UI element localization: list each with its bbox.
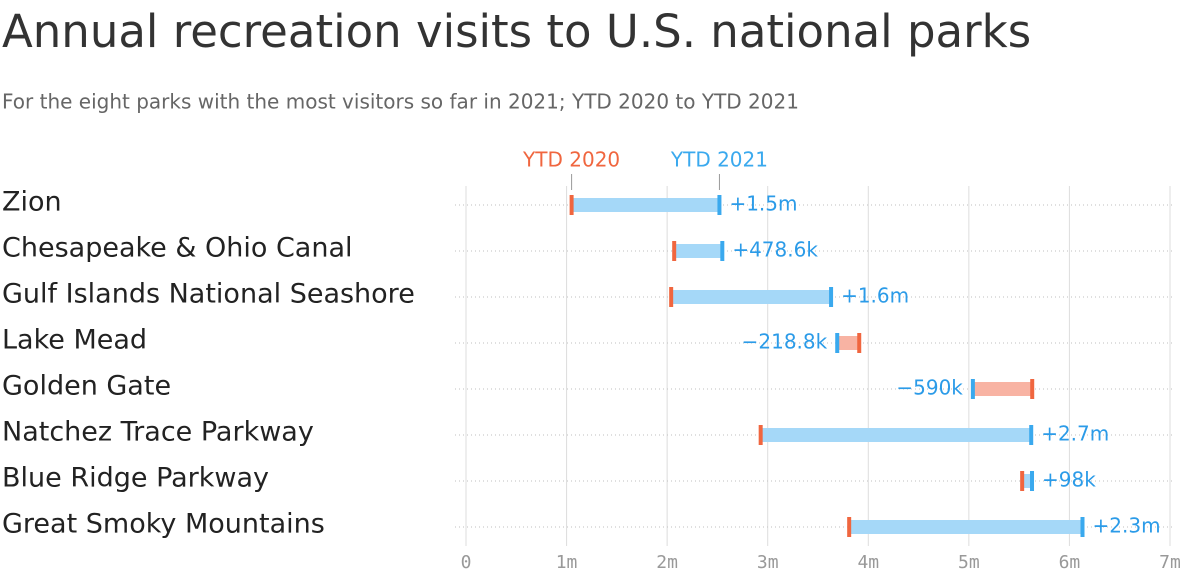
legend-label: YTD 2021 xyxy=(670,148,768,172)
category-label: Golden Gate xyxy=(2,371,171,402)
ytd-2021-marker xyxy=(829,287,834,307)
range-bar xyxy=(671,290,832,304)
ytd-2021-marker xyxy=(717,195,722,215)
ytd-2020-marker xyxy=(569,195,574,215)
ytd-2020-marker xyxy=(672,241,677,261)
x-tick-label: 0 xyxy=(461,552,472,573)
category-label: Chesapeake & Ohio Canal xyxy=(2,233,353,264)
range-bar xyxy=(849,520,1083,534)
ytd-2021-marker xyxy=(1029,425,1034,445)
x-tick-label: 1m xyxy=(556,552,578,573)
chart-title: Annual recreation visits to U.S. nationa… xyxy=(2,5,1031,58)
x-tick-label: 7m xyxy=(1159,552,1181,573)
range-bar xyxy=(972,382,1033,396)
category-label: Gulf Islands National Seashore xyxy=(2,279,415,310)
x-tick-label: 2m xyxy=(656,552,678,573)
change-label: +98k xyxy=(1042,468,1096,492)
ytd-2020-marker xyxy=(1030,379,1035,399)
change-label: −590k xyxy=(896,376,963,400)
x-tick-label: 6m xyxy=(1059,552,1081,573)
legend-label: YTD 2020 xyxy=(522,148,620,172)
range-bar xyxy=(837,336,860,350)
range-bar xyxy=(674,244,723,258)
ytd-2020-marker xyxy=(669,287,674,307)
ytd-2020-marker xyxy=(758,425,763,445)
change-label: +2.7m xyxy=(1041,422,1109,446)
x-tick-label: 3m xyxy=(757,552,779,573)
category-label: Lake Mead xyxy=(2,325,147,356)
x-tick-label: 4m xyxy=(857,552,879,573)
ytd-2020-marker xyxy=(857,333,862,353)
ytd-2020-marker xyxy=(847,517,852,537)
ytd-2021-marker xyxy=(720,241,725,261)
ytd-2021-marker xyxy=(1030,471,1035,491)
x-tick-label: 5m xyxy=(958,552,980,573)
ytd-2021-marker xyxy=(1080,517,1085,537)
change-label: +1.5m xyxy=(729,192,797,216)
range-bar xyxy=(760,428,1032,442)
ytd-2021-marker xyxy=(835,333,840,353)
category-label: Great Smoky Mountains xyxy=(2,509,325,540)
ytd-2020-marker xyxy=(1020,471,1025,491)
change-label: +478.6k xyxy=(732,238,818,262)
change-label: −218.8k xyxy=(742,330,828,354)
category-label: Natchez Trace Parkway xyxy=(2,417,314,448)
change-label: +1.6m xyxy=(841,284,909,308)
category-label: Zion xyxy=(2,187,62,218)
change-label: +2.3m xyxy=(1093,514,1161,538)
category-label: Blue Ridge Parkway xyxy=(2,463,269,494)
range-bar xyxy=(1022,474,1033,488)
ytd-2021-marker xyxy=(970,379,975,399)
chart-subtitle: For the eight parks with the most visito… xyxy=(2,90,799,114)
range-bar xyxy=(571,198,720,212)
